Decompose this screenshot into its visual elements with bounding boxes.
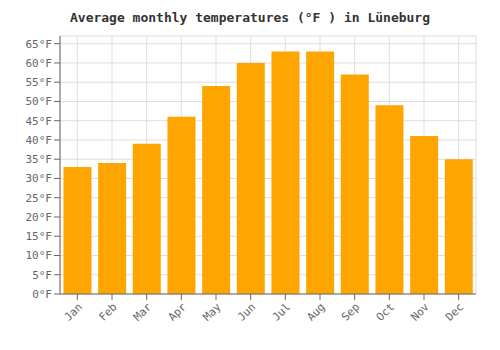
svg-text:65°F: 65°F bbox=[26, 38, 53, 51]
html-text:Average monthly temperatures (: Average monthly temperatures (°F ) in Lü… bbox=[70, 10, 430, 25]
svg-text:0°F: 0°F bbox=[32, 288, 52, 301]
svg-text:60°F: 60°F bbox=[26, 57, 53, 70]
svg-text:Jun: Jun bbox=[235, 300, 258, 323]
svg-text:Aug: Aug bbox=[304, 300, 327, 323]
svg-text:30°F: 30°F bbox=[26, 172, 53, 185]
svg-text:10°F: 10°F bbox=[26, 249, 53, 262]
svg-text:Jul: Jul bbox=[270, 300, 293, 323]
svg-text:Jan: Jan bbox=[62, 300, 85, 323]
svg-text:15°F: 15°F bbox=[26, 230, 53, 243]
svg-text:Apr: Apr bbox=[166, 300, 190, 324]
svg-text:Mar: Mar bbox=[131, 300, 155, 324]
svg-text:Feb: Feb bbox=[96, 300, 119, 323]
svg-text:Oct: Oct bbox=[374, 300, 397, 323]
svg-text:45°F: 45°F bbox=[26, 115, 53, 128]
svg-text:40°F: 40°F bbox=[26, 134, 53, 147]
svg-text:Nov: Nov bbox=[408, 300, 432, 324]
svg-text:25°F: 25°F bbox=[26, 192, 53, 205]
svg-text:50°F: 50°F bbox=[26, 95, 53, 108]
svg-text:35°F: 35°F bbox=[26, 153, 53, 166]
svg-text:Dec: Dec bbox=[443, 300, 466, 323]
svg-text:Sep: Sep bbox=[339, 300, 362, 323]
svg-text:May: May bbox=[200, 300, 224, 324]
svg-text:5°F: 5°F bbox=[32, 269, 52, 282]
svg-text:20°F: 20°F bbox=[26, 211, 53, 224]
svg-text:55°F: 55°F bbox=[26, 76, 53, 89]
